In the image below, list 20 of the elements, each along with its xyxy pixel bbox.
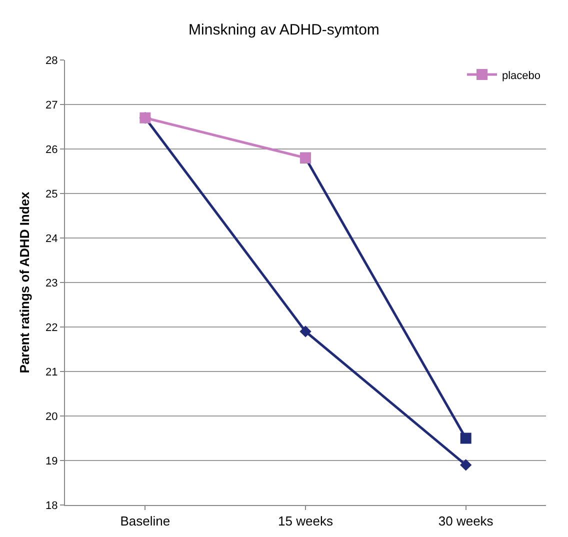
x-tick-label: Baseline bbox=[120, 514, 170, 529]
y-tick-label: 24 bbox=[46, 232, 58, 245]
y-tick-label: 26 bbox=[46, 144, 58, 156]
y-tick-label: 20 bbox=[46, 410, 58, 423]
chart-title: Minskning av ADHD-symtom bbox=[188, 22, 380, 39]
y-axis-title: Parent ratings of ADHD Index bbox=[17, 190, 32, 374]
y-tick-label: 28 bbox=[46, 54, 58, 67]
y-tick-label: 25 bbox=[46, 188, 58, 200]
point bbox=[460, 459, 472, 471]
point bbox=[460, 432, 472, 444]
x-tick-label: 15 weeks bbox=[278, 514, 334, 529]
y-tick-label: 19 bbox=[46, 455, 58, 468]
y-tick-label: 27 bbox=[46, 99, 58, 112]
point bbox=[300, 326, 312, 338]
y-tick-label: 23 bbox=[46, 277, 58, 290]
y-tick-label: 18 bbox=[46, 500, 58, 512]
y-tick-label: 21 bbox=[46, 366, 58, 378]
y-tick-label: 22 bbox=[46, 322, 58, 334]
x-tick-label: 30 weeks bbox=[438, 514, 494, 529]
legend-label: placebo bbox=[502, 70, 541, 82]
